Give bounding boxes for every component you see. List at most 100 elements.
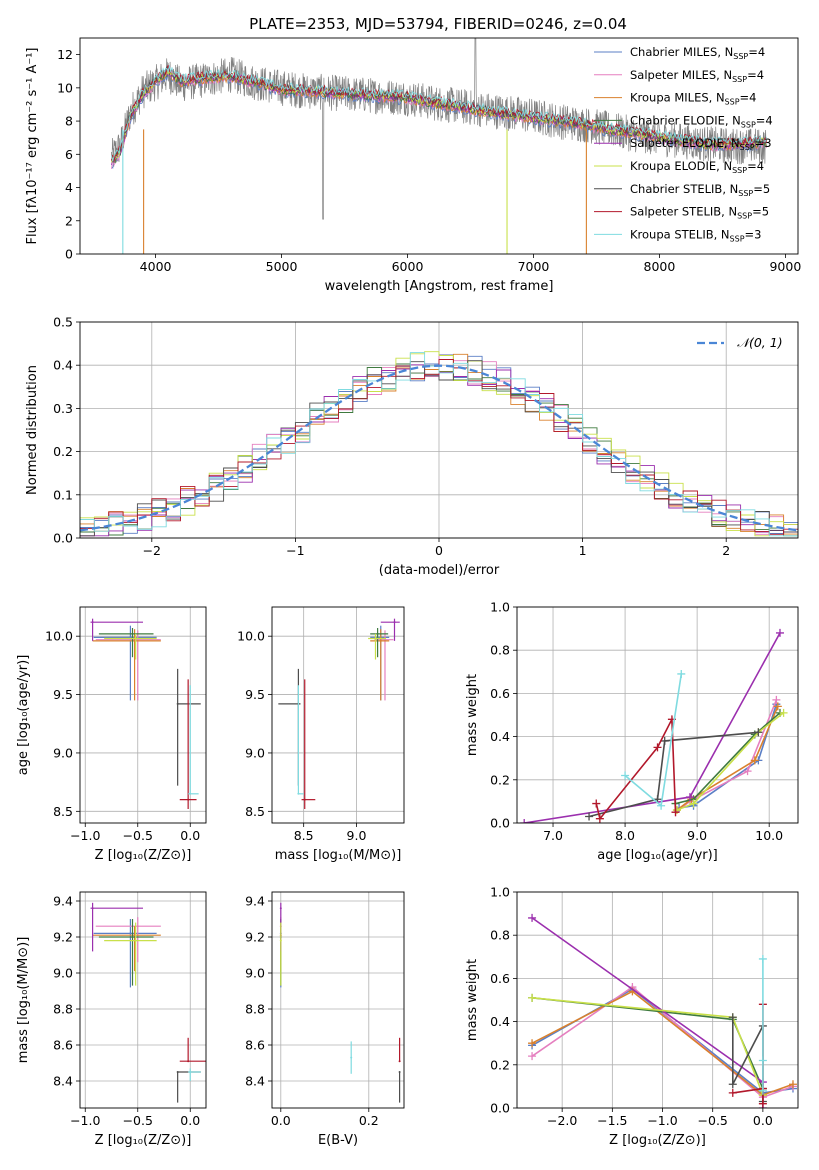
axes-frame [271,606,405,824]
panel-mass_weight_vs_Z: −2.0 −1.5 −1.0 −0.5 0.0 0.0 0.2 0.4 0.6 0.8 1.0 Z [… [465,885,799,1148]
series-line-6 [588,731,759,818]
x-tick-label: 0 [435,543,443,558]
series-line-5 [676,712,785,811]
y-tick-label: 9.5 [245,687,265,702]
x-tick-label: 7.0 [543,828,563,843]
y-tick-label: 8.4 [245,1074,265,1089]
x-tick-label: −1.5 [597,1113,627,1128]
y-tick-label: 0.5 [53,315,73,330]
data-point-7 [303,798,306,801]
data-point-7 [398,1060,401,1063]
y-tick-label: 0.3 [53,401,73,416]
series-line-4 [524,632,781,823]
axes-frame [79,606,207,824]
y-tick-label: 9.0 [245,966,265,981]
series-line-7 [595,716,677,821]
x-tick-label: −2 [143,543,161,558]
data-point-2 [379,639,382,642]
y-tick-label: 9.2 [53,930,73,945]
plot-area [278,618,400,809]
x-tick-label: 7000 [518,259,550,274]
data-point-5 [374,637,377,640]
y-tick-label: 8.8 [53,1002,73,1017]
panel-spectrum: 4000 5000 6000 7000 8000 9000 0 2 4 6 8 10 12 wavelen… [25,37,801,294]
series-marker-2 [750,756,759,765]
data-point-8 [350,1056,353,1059]
x-tick-label: 8000 [644,259,676,274]
series-marker-6 [728,1013,737,1022]
legend-label-0: Chabrier MILES, NSSP=4 [630,45,765,61]
data-point-1 [383,638,386,641]
data-point-8 [189,1071,192,1073]
y-axis-label: mass weight [465,674,480,756]
y-tick-label: 8.6 [53,1038,73,1053]
y-tick-label: 0.2 [490,772,510,787]
x-tick-label: −2.0 [547,1113,577,1128]
series-line-2 [531,990,794,1096]
x-tick-label: 0.0 [180,828,200,843]
y-tick-label: 9.0 [245,745,265,760]
x-axis-label: age [log₁₀(age/yr)] [597,848,718,863]
y-tick-label: 0.1 [53,487,73,502]
series-marker-8 [657,801,666,810]
y-axis-label: age [log₁₀(age/yr)] [16,655,31,776]
data-point-6 [176,702,179,705]
series-line-1 [531,985,794,1099]
y-tick-label: 8.5 [53,804,73,819]
series-marker-2 [773,702,782,711]
plot-area [80,351,798,537]
series-marker-8 [758,954,767,963]
x-tick-label: 9.0 [347,828,367,843]
series-marker-7 [671,808,680,817]
plot-area [520,628,788,823]
y-tick-label: 12 [57,47,73,62]
y-axis-label: Normed distribution [25,365,40,495]
series-marker-7 [653,743,662,752]
data-point-4 [91,621,94,624]
x-tick-label: 0.0 [180,1113,200,1128]
series-marker-4 [775,628,784,637]
series-marker-8 [758,1056,767,1065]
y-tick-label: 0.4 [53,358,73,373]
y-tick-label: 0.4 [490,1014,510,1029]
y-tick-label: 0.2 [53,444,73,459]
x-tick-label: 1 [579,543,587,558]
y-tick-label: 0.0 [490,1101,510,1116]
data-point-0 [129,636,132,639]
plot-area [90,618,201,809]
y-tick-label: 2 [65,213,73,228]
y-tick-label: 0.2 [490,1057,510,1072]
y-tick-label: 0.6 [490,971,510,986]
y-tick-label: 0 [65,247,73,262]
series-marker-4 [685,793,694,802]
x-axis-label: E(B-V) [318,1133,358,1148]
y-tick-label: 6 [65,147,73,162]
x-tick-label: 0.2 [359,1113,379,1128]
model-spectrum-0 [111,73,767,169]
x-tick-label: 4000 [140,259,172,274]
x-tick-label: 0.0 [271,1113,291,1128]
y-tick-label: 9.0 [53,966,73,981]
x-tick-label: −1.0 [70,1113,100,1128]
series-marker-8 [621,771,630,780]
data-point-5 [134,939,137,942]
axes-frame [79,37,799,255]
y-tick-label: 9.5 [53,687,73,702]
y-tick-label: 8 [65,114,73,129]
data-point-3 [376,632,379,635]
x-tick-label: 0.0 [753,1113,773,1128]
data-point-8 [189,792,192,795]
y-tick-label: 1.0 [490,600,510,615]
series-marker-8 [677,669,686,678]
legend-label-4: Salpeter ELODIE, NSSP=3 [630,136,772,152]
x-axis-label: Z [log₁₀(Z/Z⊙)] [95,1133,192,1148]
plot-area [528,913,797,1108]
plot-area [111,38,767,254]
x-axis-label: Z [log₁₀(Z/Z⊙)] [95,848,192,863]
data-point-0 [129,932,132,935]
legend-gaussian-label: 𝒩(0, 1) [737,335,783,350]
figure-title: PLATE=2353, MJD=53794, FIBERID=0246, z=0… [249,15,627,33]
series-marker-7 [758,1099,767,1108]
series-marker-5 [689,799,698,808]
